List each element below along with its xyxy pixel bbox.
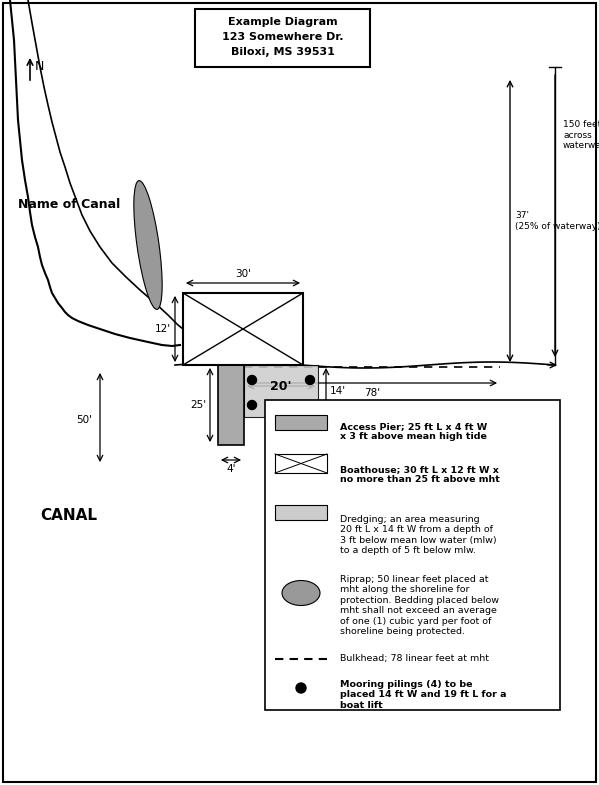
Text: 4': 4' [226,464,236,474]
Text: 50': 50' [76,415,92,425]
Text: Access Pier; 25 ft L x 4 ft W
x 3 ft above mean high tide: Access Pier; 25 ft L x 4 ft W x 3 ft abo… [340,422,487,441]
Text: Dredging; an area measuring
20 ft L x 14 ft W from a depth of
3 ft below mean lo: Dredging; an area measuring 20 ft L x 14… [340,515,497,555]
Text: Mooring pilings (4) to be
placed 14 ft W and 19 ft L for a
boat lift: Mooring pilings (4) to be placed 14 ft W… [340,680,507,710]
Bar [275,505,327,520]
Text: 25': 25' [190,400,206,410]
Text: Boathouse; 30 ft L x 12 ft W x
no more than 25 ft above mht: Boathouse; 30 ft L x 12 ft W x no more t… [340,465,500,484]
Text: CANAL: CANAL [40,507,97,523]
Text: 12': 12' [155,324,171,334]
Bar [244,365,318,417]
Text: 78': 78' [364,388,380,398]
Text: N: N [35,60,44,73]
Text: 14': 14' [330,386,346,396]
Bar [265,400,560,710]
Ellipse shape [282,580,320,605]
Ellipse shape [134,181,162,309]
Bar [275,415,327,430]
Text: 20': 20' [270,379,292,392]
Circle shape [247,375,256,385]
Text: 30': 30' [235,269,251,279]
Bar [218,365,244,445]
Bar [275,454,327,473]
Bar [183,293,303,365]
Circle shape [305,375,314,385]
Text: 123 Somewhere Dr.: 123 Somewhere Dr. [222,32,343,42]
Circle shape [296,683,306,693]
Text: Biloxi, MS 39531: Biloxi, MS 39531 [231,47,334,57]
Circle shape [247,400,256,410]
Text: Name of Canal: Name of Canal [18,199,120,211]
Text: Riprap; 50 linear feet placed at
mht along the shoreline for
protection. Bedding: Riprap; 50 linear feet placed at mht alo… [340,575,499,636]
Text: 37'
(25% of waterway): 37' (25% of waterway) [515,211,599,231]
Text: Bulkhead; 78 linear feet at mht: Bulkhead; 78 linear feet at mht [340,655,489,663]
Circle shape [305,400,314,410]
Text: Example Diagram: Example Diagram [228,17,337,27]
Bar [195,9,370,67]
Text: 150 feet
across
waterway: 150 feet across waterway [563,120,599,150]
